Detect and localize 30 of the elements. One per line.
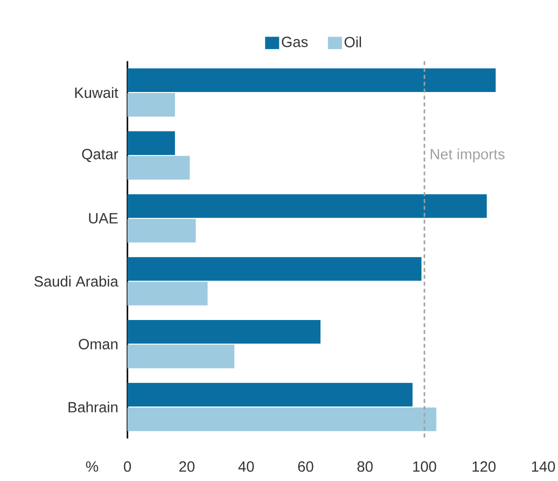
y-tick-label: Kuwait [75, 87, 118, 98]
y-tick-label: Bahrain [68, 402, 118, 413]
ref-line-label: Net imports [430, 148, 505, 162]
x-axis-title: % [86, 461, 98, 472]
x-tick-label: 60 [298, 461, 314, 472]
bar [127, 408, 436, 432]
bar [127, 93, 175, 117]
bar [127, 382, 413, 407]
y-tick-label: Oman [78, 338, 118, 350]
bar [127, 257, 422, 281]
x-tick-label: 0 [124, 461, 131, 472]
y-tick-label: Saudi Arabia [34, 276, 118, 287]
x-tick-label: 80 [357, 461, 373, 472]
y-tick-label: Qatar [82, 148, 118, 162]
bar [127, 131, 175, 156]
x-tick-label: 120 [472, 461, 496, 472]
legend-label: Gas [282, 36, 308, 48]
bar [127, 194, 487, 218]
bar [127, 218, 196, 243]
x-tick-label: 140 [532, 461, 555, 472]
bar [127, 156, 190, 180]
x-tick-label: 40 [238, 461, 254, 472]
legend-label: Oil [344, 36, 361, 48]
bar [127, 344, 234, 368]
y-tick-label: UAE [89, 213, 118, 224]
x-tick-label: 20 [179, 461, 194, 472]
bar [127, 320, 320, 344]
x-tick-label: 100 [413, 461, 436, 472]
bar [127, 68, 496, 92]
bar [127, 282, 208, 306]
